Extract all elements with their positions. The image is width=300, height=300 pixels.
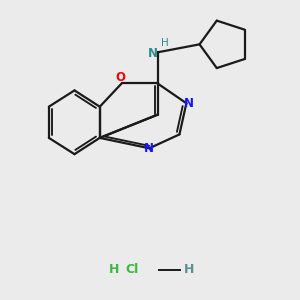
Text: O: O	[115, 71, 125, 84]
Text: H: H	[161, 38, 169, 48]
Text: N: N	[148, 46, 158, 59]
Text: N: N	[144, 142, 154, 155]
Text: H: H	[184, 263, 194, 276]
Text: Cl: Cl	[125, 263, 139, 276]
Text: N: N	[184, 97, 194, 110]
Text: H: H	[109, 263, 119, 276]
